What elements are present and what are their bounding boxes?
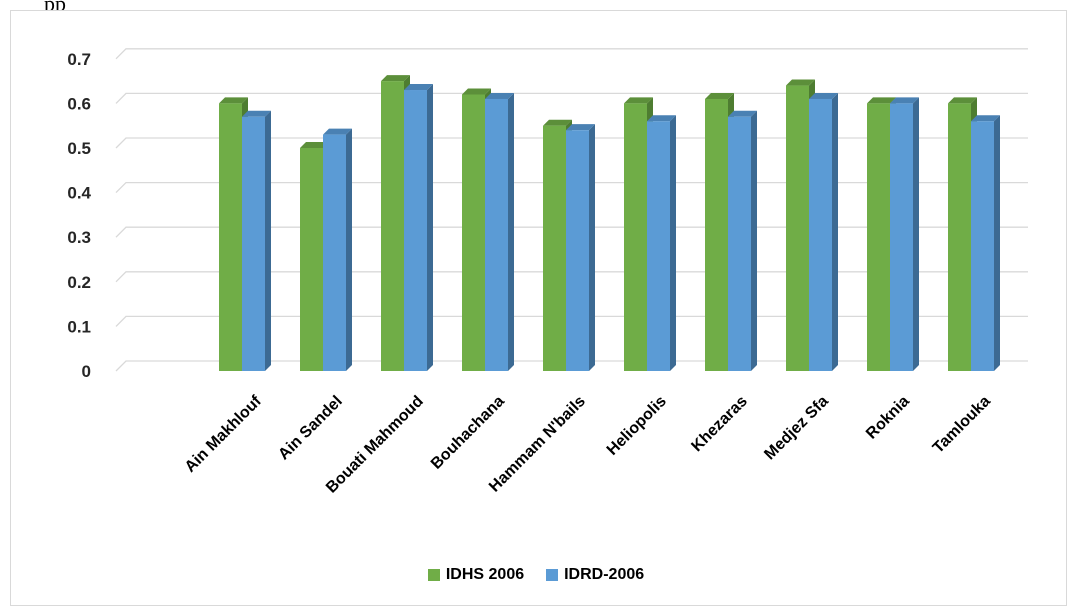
bar-top xyxy=(971,115,1000,122)
bar-side xyxy=(508,92,514,371)
bar-side xyxy=(994,115,1000,372)
bar-idrd-8 xyxy=(890,97,919,372)
legend: IDHS 2006 IDRD-2006 xyxy=(0,566,1072,584)
x-category-label: Ain Sandel xyxy=(275,393,345,463)
bar-idrd-9 xyxy=(971,115,1000,372)
bar-top xyxy=(566,124,595,131)
y-axis-ticks: 0 0.1 0.2 0.3 0.4 0.5 0.6 0.7 xyxy=(67,50,91,381)
y-tick-label: 0.4 xyxy=(67,184,91,203)
bar-top xyxy=(705,92,734,99)
bar-top xyxy=(809,92,838,99)
bar-top xyxy=(242,110,271,117)
bar-side xyxy=(832,92,838,371)
bar-front xyxy=(300,148,323,371)
bar-front xyxy=(485,98,508,371)
gridline xyxy=(115,48,1028,60)
bar-top xyxy=(647,115,676,122)
legend-swatch-series-2 xyxy=(546,569,559,581)
x-category-label: Heliopolis xyxy=(604,393,670,459)
bar-front xyxy=(624,103,647,372)
bar-top xyxy=(890,97,919,104)
x-category-label: Ain Makhlouf xyxy=(182,392,266,476)
y-tick-label: 0.7 xyxy=(67,50,91,69)
y-tick-label: 0.6 xyxy=(67,94,91,113)
bar-front xyxy=(566,130,589,371)
y-tick-label: 0.2 xyxy=(67,273,91,292)
bar-side xyxy=(427,84,433,372)
bar-side xyxy=(589,124,595,371)
bar-front xyxy=(404,90,427,372)
legend-label-series-1: IDHS 2006 xyxy=(445,566,525,583)
bar-front xyxy=(867,103,890,372)
y-tick-label: 0.3 xyxy=(67,228,91,247)
bar-front xyxy=(323,134,346,371)
bar-top xyxy=(786,79,815,86)
y-tick-label: 0 xyxy=(82,362,91,381)
x-category-label: Medjez Sfa xyxy=(761,393,832,464)
bar-front xyxy=(705,98,728,371)
bar-idrd-6 xyxy=(728,110,757,371)
bar-front xyxy=(786,85,809,371)
bar-idrd-1 xyxy=(323,128,352,371)
bar-idrd-5 xyxy=(647,115,676,372)
bar-top xyxy=(624,97,653,104)
y-tick-label: 0.1 xyxy=(67,317,91,336)
legend-swatch-series-1 xyxy=(427,569,440,581)
x-category-label: Khezaras xyxy=(688,393,750,455)
bar-idrd-2 xyxy=(404,84,433,372)
bar-front xyxy=(647,121,670,372)
bar-idrd-0 xyxy=(242,110,271,371)
bar-top xyxy=(867,97,896,104)
bar-side xyxy=(670,115,676,372)
bar-side xyxy=(751,110,757,371)
bar-top xyxy=(323,128,352,135)
bar-top xyxy=(462,88,491,95)
bar-idrd-4 xyxy=(566,124,595,371)
bar-front xyxy=(242,116,265,371)
bars xyxy=(219,75,1000,372)
bar-top xyxy=(485,92,514,99)
bar-side xyxy=(913,97,919,372)
bar-top xyxy=(948,97,977,104)
bar-top xyxy=(219,97,248,104)
bar-top xyxy=(543,119,572,126)
bar-front xyxy=(728,116,751,371)
bar-front xyxy=(381,81,404,371)
bar-idrd-7 xyxy=(809,92,838,371)
bar-top xyxy=(728,110,757,117)
bar-top xyxy=(404,84,433,91)
bar-front xyxy=(890,103,913,372)
legend-item-series-1: IDHS 2006 xyxy=(427,566,525,584)
bar-top xyxy=(381,75,410,82)
bar-side xyxy=(265,110,271,371)
bar-front xyxy=(462,94,485,371)
bar-front xyxy=(809,98,832,371)
x-category-label: Bouhachana xyxy=(428,393,508,473)
bar-top xyxy=(300,142,329,148)
bar-front xyxy=(971,121,994,372)
bar-front xyxy=(219,103,242,372)
bar-idrd-3 xyxy=(485,92,514,371)
bar-side xyxy=(346,128,352,371)
bar-front xyxy=(543,125,566,371)
bar-front xyxy=(948,103,971,372)
y-tick-label: 0.5 xyxy=(67,139,91,158)
x-category-label: Tamlouka xyxy=(930,393,994,457)
x-category-label: Roknia xyxy=(863,393,913,443)
legend-item-series-2: IDRD-2006 xyxy=(546,566,644,584)
legend-label-series-2: IDRD-2006 xyxy=(564,566,645,583)
